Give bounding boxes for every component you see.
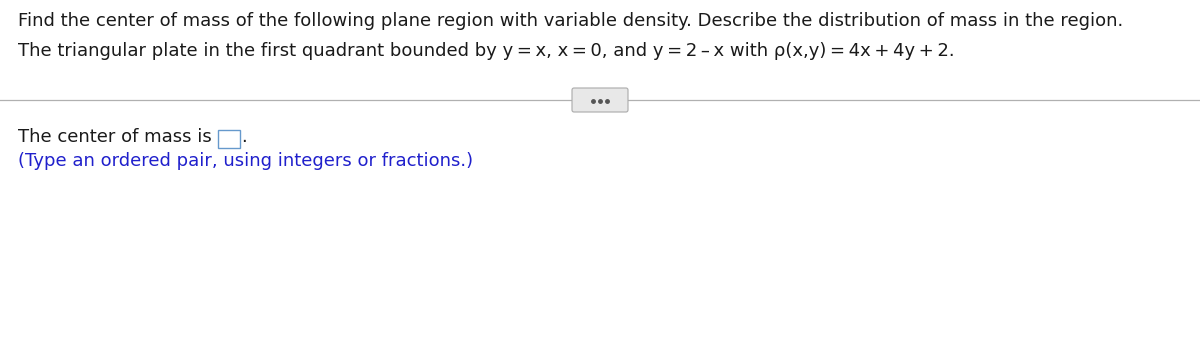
- Text: (Type an ordered pair, using integers or fractions.): (Type an ordered pair, using integers or…: [18, 152, 473, 170]
- FancyBboxPatch shape: [572, 88, 628, 112]
- Text: The triangular plate in the first quadrant bounded by y = x, x = 0, and y = 2 – : The triangular plate in the first quadra…: [18, 42, 955, 60]
- FancyBboxPatch shape: [217, 130, 240, 148]
- Text: The center of mass is: The center of mass is: [18, 128, 217, 146]
- Text: .: .: [241, 128, 247, 146]
- Text: Find the center of mass of the following plane region with variable density. Des: Find the center of mass of the following…: [18, 12, 1123, 30]
